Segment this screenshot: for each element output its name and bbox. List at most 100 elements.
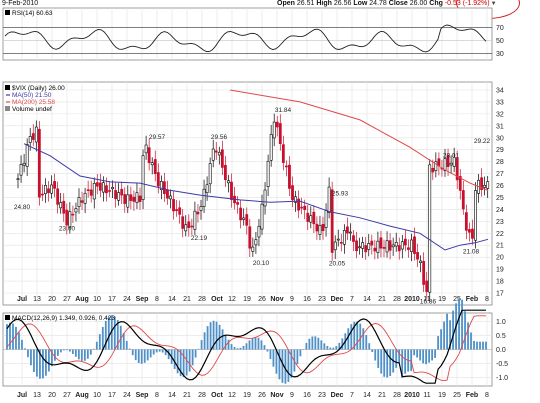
candle-body [126, 194, 130, 208]
macd-x-tick-label: 13 [33, 392, 41, 399]
macd-histogram-bar [194, 349, 197, 358]
macd-x-tick-label: 11 [423, 392, 430, 399]
price-swing-label: 16.86 [420, 299, 437, 306]
macd-histogram-bar [356, 321, 359, 350]
candle-body [306, 212, 310, 222]
price-x-tick-label: 13 [33, 296, 41, 303]
candle-body [77, 197, 81, 208]
candle-body [53, 181, 57, 189]
candle-body [364, 245, 368, 253]
candle-body [397, 245, 401, 252]
macd-histogram-bar [431, 349, 434, 361]
macd-histogram-bar [272, 349, 275, 367]
candle-body [156, 172, 160, 187]
macd-x-tick-label: 19 [243, 392, 251, 399]
macd-x-tick-label: 2010 [404, 392, 420, 399]
macd-histogram-bar [101, 326, 104, 350]
macd-x-tick-label: Sep [136, 392, 149, 399]
rsi-y-tick-label: 50 [496, 38, 504, 45]
price-x-tick-label: Nov [270, 296, 283, 303]
candle-body [190, 225, 194, 228]
candle-body [105, 185, 108, 194]
candle-body [391, 244, 395, 248]
candle-body [339, 242, 343, 244]
candle-body [150, 162, 154, 166]
macd-histogram-bar [449, 320, 451, 350]
candle-body [278, 123, 282, 145]
macd-histogram-bar [33, 349, 35, 373]
candle-body [34, 126, 38, 143]
macd-histogram-bar [215, 321, 218, 350]
macd-histogram-bar [239, 347, 242, 350]
price-x-tick-label: Dec [331, 296, 344, 303]
candle-body [47, 188, 50, 194]
macd-histogram-bar [341, 338, 344, 350]
macd-x-tick-label: 17 [108, 392, 116, 399]
candle-body [102, 182, 105, 193]
price-x-tick-label: 19 [438, 296, 446, 303]
candle-body [272, 121, 276, 139]
macd-histogram-bar [359, 323, 362, 350]
macd-histogram-bar [89, 349, 92, 355]
rsi-legend: RSI(14) 60.63 [12, 10, 53, 17]
price-y-tick-label: 31 [496, 123, 504, 130]
price-y-tick-label: 27 [496, 171, 504, 178]
candle-body [141, 155, 145, 200]
candle-body [16, 178, 20, 181]
macd-histogram-bar [473, 340, 475, 350]
candle-body [248, 226, 252, 249]
candle-body [153, 159, 157, 175]
candle-body [312, 211, 316, 225]
candle-body [275, 121, 279, 128]
macd-histogram-bar [143, 349, 146, 363]
candle-body [358, 246, 362, 249]
macd-x-tick-label: 24 [123, 392, 131, 399]
price-swing-label: 28.01 [443, 153, 460, 160]
macd-histogram-bar [326, 345, 329, 350]
candle-body [428, 164, 432, 293]
macd-histogram-bar [119, 325, 122, 350]
candle-body [257, 225, 261, 238]
macd-histogram-bar [59, 349, 62, 353]
price-x-tick-label: Feb [466, 296, 478, 303]
candle-body [138, 195, 142, 202]
macd-x-tick-label: 23 [318, 392, 326, 399]
candle-body [83, 192, 87, 204]
candle-body [80, 200, 84, 203]
macd-histogram-bar [437, 336, 439, 350]
candle-body [269, 134, 273, 161]
candle-body [437, 158, 441, 167]
price-y-tick-label: 34 [496, 88, 504, 95]
candle-body [471, 228, 474, 239]
candle-body [208, 163, 212, 185]
candle-body [413, 236, 416, 254]
candle-body [31, 133, 35, 140]
candle-body [367, 243, 371, 250]
macd-histogram-bar [134, 349, 137, 361]
price-swing-label: 23.00 [59, 225, 76, 232]
macd-histogram-bar [167, 349, 170, 360]
candle-body [175, 209, 179, 212]
macd-histogram-bar [290, 349, 293, 378]
macd-histogram-bar [257, 337, 260, 350]
candle-body [236, 202, 240, 205]
price-y-tick-label: 26 [496, 183, 504, 190]
candle-body [196, 211, 200, 215]
candle-body [452, 157, 456, 167]
macd-x-tick-label: 12 [228, 392, 236, 399]
candle-body [28, 136, 32, 143]
macd-y-tick-label: -1.0 [496, 375, 508, 382]
candle-body [199, 206, 203, 211]
candle-body [483, 185, 487, 188]
macd-signal-line [6, 315, 486, 382]
price-x-tick-label: 7 [350, 296, 354, 303]
candle-body [458, 176, 462, 191]
macd-histogram-bar [266, 349, 269, 352]
candle-body [172, 199, 175, 212]
macd-histogram-bar [281, 349, 284, 383]
price-y-tick-label: 25 [496, 195, 504, 202]
price-swing-label: 25.93 [332, 190, 349, 197]
price-x-tick-label: 8 [485, 296, 489, 303]
candle-body [65, 209, 69, 226]
candle-body [108, 190, 111, 192]
